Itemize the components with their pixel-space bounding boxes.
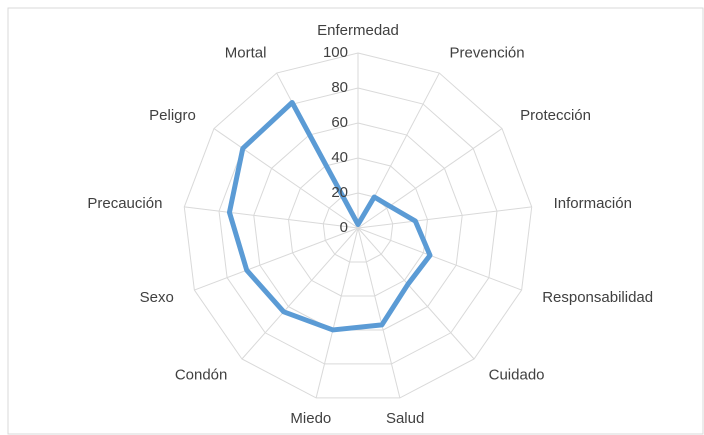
grid-spoke	[357, 128, 503, 229]
grid-spoke	[357, 227, 401, 399]
category-label: Protección	[520, 107, 591, 124]
category-label: Peligro	[149, 107, 196, 124]
category-label: Prevención	[450, 45, 525, 62]
category-label: Enfermedad	[317, 22, 399, 39]
grid-ring	[253, 122, 463, 331]
grid-spoke	[315, 227, 359, 399]
category-label: Condón	[175, 366, 228, 383]
category-label: Mortal	[225, 45, 267, 62]
grid-spoke	[357, 206, 532, 229]
y-tick-label: 40	[331, 149, 348, 166]
y-tick-label: 80	[331, 79, 348, 96]
grid-ring	[322, 192, 394, 263]
category-label: Información	[554, 195, 632, 212]
grid-ring	[287, 157, 429, 297]
grid-spoke	[357, 227, 475, 360]
y-tick-label: 20	[331, 184, 348, 201]
series-line	[226, 99, 433, 333]
category-label: Responsabilidad	[542, 289, 653, 306]
category-label: Miedo	[290, 410, 331, 427]
category-label: Cuidado	[489, 366, 545, 383]
category-label: Sexo	[140, 289, 174, 306]
grid-spoke	[194, 227, 359, 291]
grid-spoke	[357, 227, 522, 291]
y-tick-label: 0	[340, 219, 348, 236]
grid-spoke	[241, 227, 359, 360]
y-tick-label: 60	[331, 114, 348, 131]
category-label: Salud	[386, 410, 424, 427]
grid-spoke	[184, 206, 359, 229]
category-label: Precaución	[87, 195, 162, 212]
grid-ring	[183, 52, 533, 399]
y-tick-label: 100	[323, 44, 348, 61]
grid-spoke	[213, 128, 359, 229]
